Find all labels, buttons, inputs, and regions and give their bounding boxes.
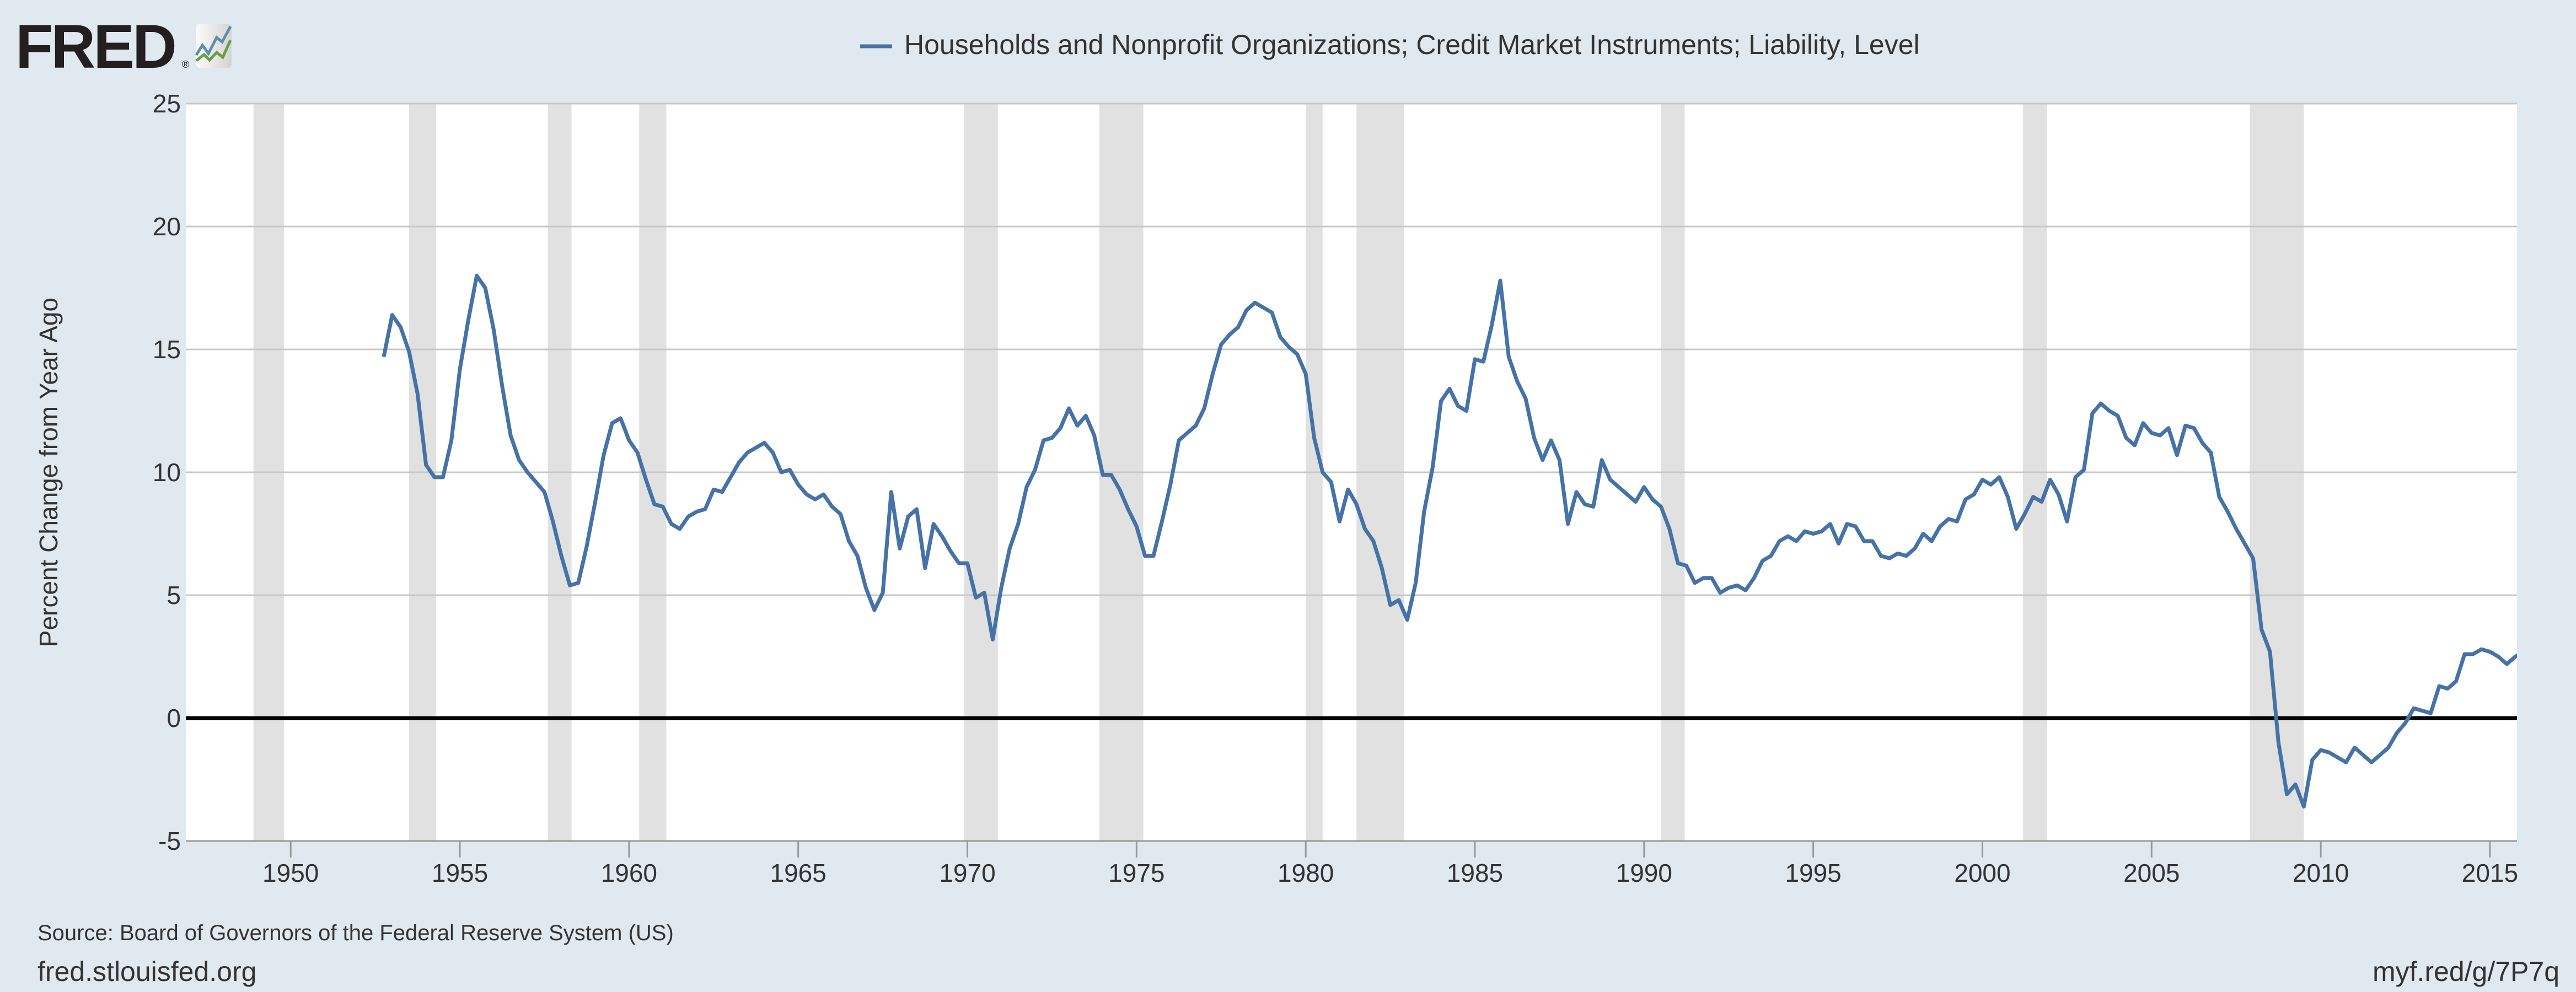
source-text: Source: Board of Governors of the Federa… [37,921,674,945]
chart-title: Households and Nonprofit Organizations; … [904,29,1920,60]
footer-site-link[interactable]: fred.stlouisfed.org [37,956,256,987]
x-tick-label: 2010 [2293,859,2349,887]
y-tick-label: 10 [153,458,181,487]
x-tick-label: 1975 [1108,859,1164,887]
chart-legend: Households and Nonprofit Organizations; … [860,29,1920,60]
y-axis-ticks: -5 0 5 10 15 20 25 [153,89,181,855]
y-tick-label: 15 [153,335,181,364]
x-tick-label: 1950 [262,859,319,887]
logo-chart-icon [195,24,232,68]
x-tick-label: 1960 [601,859,657,887]
y-tick-label: 25 [153,89,181,118]
footer-short-link[interactable]: myf.red/g/7P7q [2373,956,2559,987]
x-tick-label: 1980 [1278,859,1334,887]
logo-registered: ® [182,59,189,70]
y-axis-label: Percent Change from Year Ago [34,298,63,647]
y-tick-label: -5 [158,827,181,855]
x-tick-label: 1955 [432,859,488,887]
x-tick-label: 1995 [1785,859,1841,887]
x-tick-label: 1990 [1616,859,1672,887]
x-tick-label: 1985 [1447,859,1503,887]
x-axis-ticks: 1950 1955 1960 1965 1970 1975 1980 1985 1990 1995… [262,841,2518,887]
x-tick-label: 1965 [770,859,827,887]
fred-logo[interactable]: FRED ® [15,12,232,81]
y-tick-label: 0 [167,704,181,732]
x-tick-label: 2005 [2123,859,2180,887]
y-tick-label: 20 [153,212,181,241]
series-line [382,273,2517,809]
y-tick-label: 5 [167,581,181,610]
x-tick-label: 2000 [1954,859,2010,887]
x-tick-label: 1970 [939,859,995,887]
logo-text: FRED [15,12,175,81]
x-tick-label: 2015 [2462,859,2518,887]
